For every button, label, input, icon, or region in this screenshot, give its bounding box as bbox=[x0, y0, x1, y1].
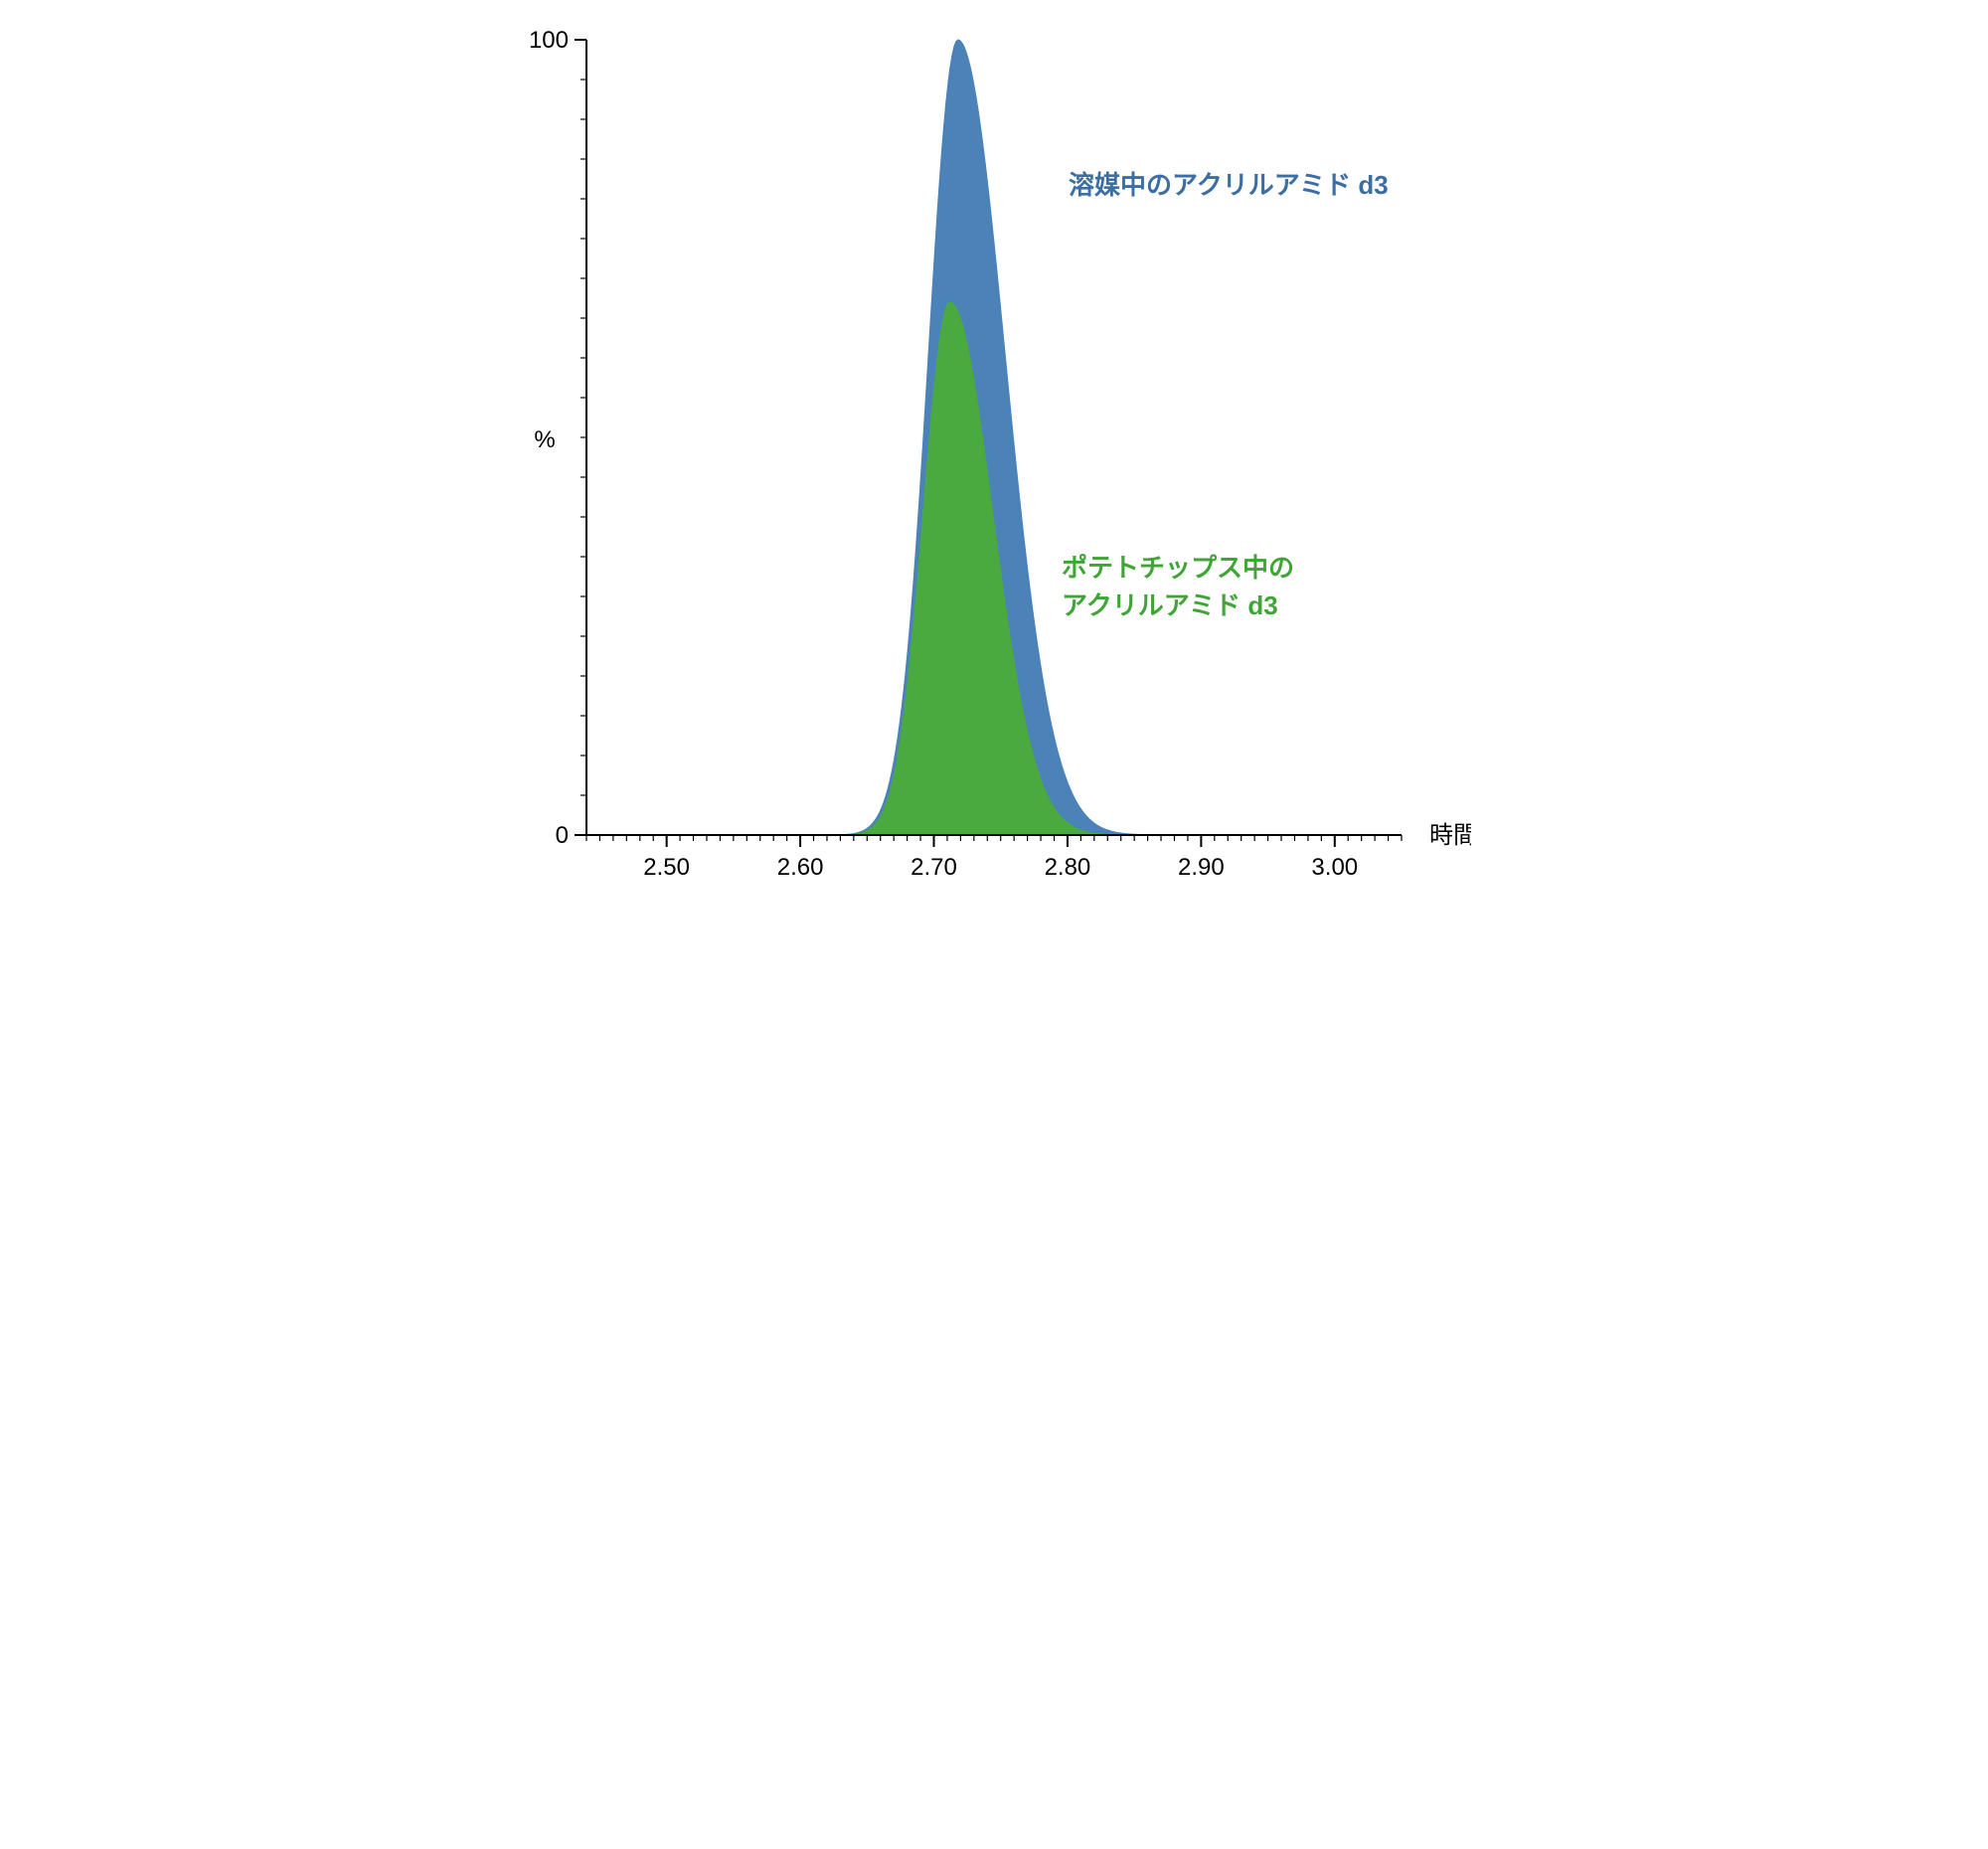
x-tick-label: 2.70 bbox=[911, 854, 957, 881]
y-axis-label: % bbox=[534, 426, 555, 453]
y-tick-label: 100 bbox=[529, 27, 569, 54]
x-tick-label: 2.80 bbox=[1045, 854, 1091, 881]
y-tick-label: 0 bbox=[556, 822, 569, 849]
chromatogram-chart: 2.50 2.60 2.70 2.80 2.90 3.00 0 100% 時間 溶媒中のアクリルア… bbox=[517, 20, 1471, 915]
annotation-blue: 溶媒中のアクリルアミド d3 bbox=[1069, 170, 1389, 200]
x-tick-label: 2.90 bbox=[1178, 854, 1225, 881]
x-tick-label: 2.60 bbox=[777, 854, 824, 881]
x-tick-label: 3.00 bbox=[1311, 854, 1358, 881]
chart-svg: 2.50 2.60 2.70 2.80 2.90 3.00 0 100% 時間 溶媒中のアクリルア… bbox=[517, 20, 1471, 915]
x-axis-label: 時間 bbox=[1429, 822, 1471, 849]
x-tick-label: 2.50 bbox=[643, 854, 690, 881]
